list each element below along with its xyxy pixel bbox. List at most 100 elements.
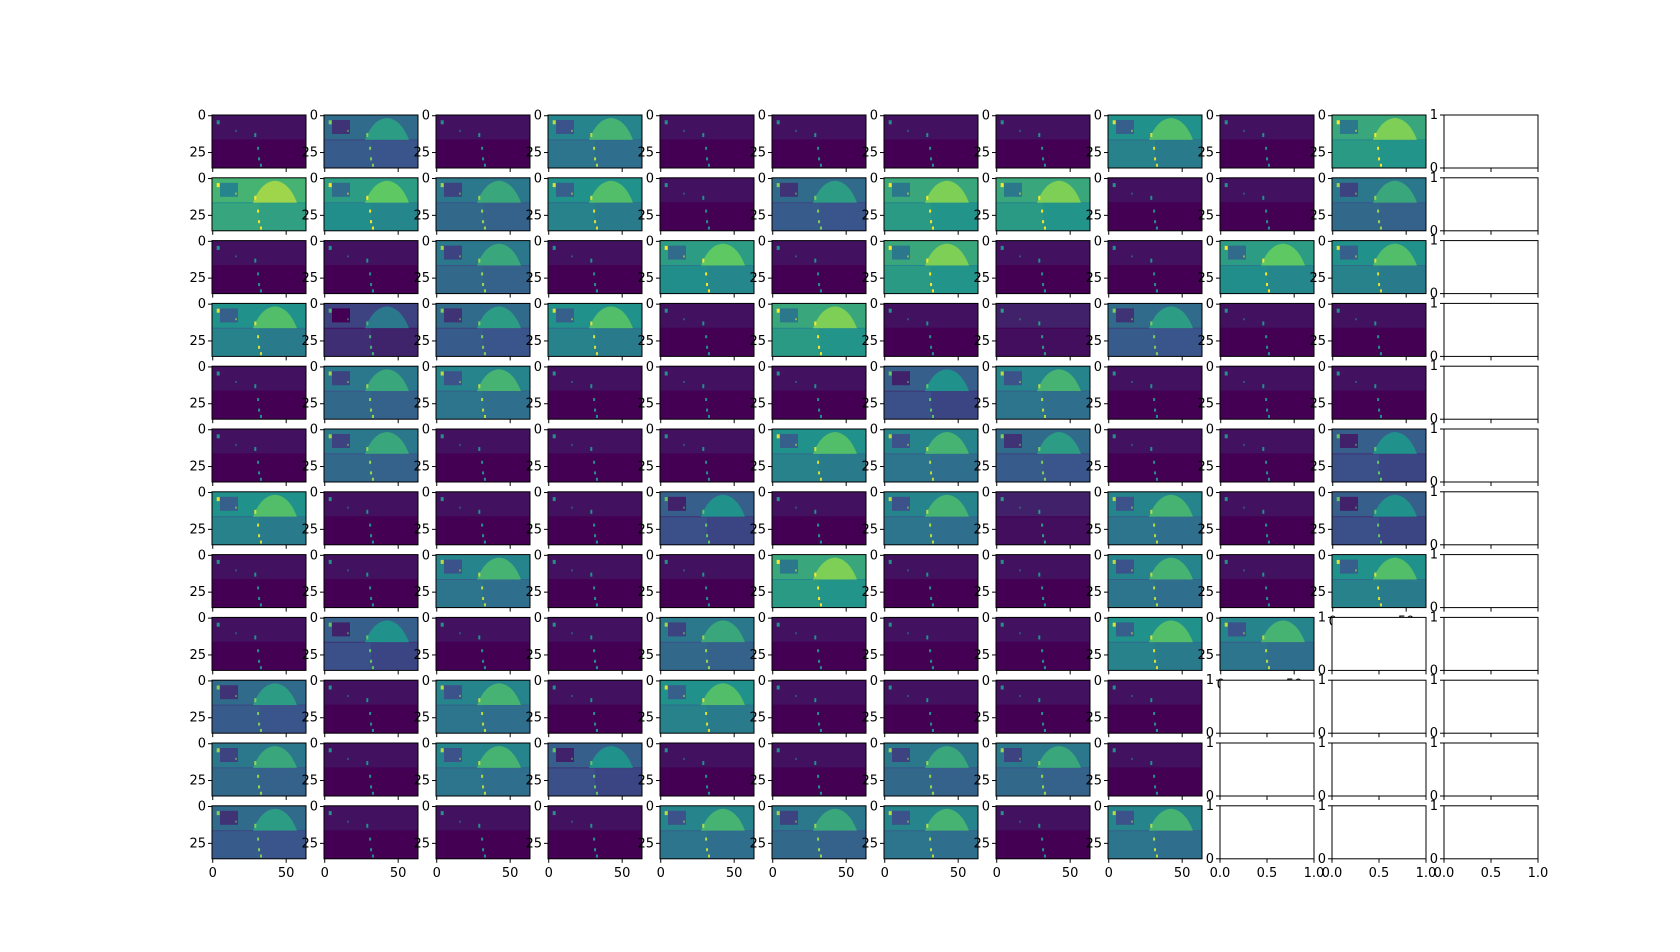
feature-map-speck bbox=[818, 597, 821, 600]
feature-map-speck bbox=[702, 572, 705, 577]
image-axes-frame bbox=[211, 554, 307, 609]
feature-map-speck bbox=[258, 408, 261, 412]
feature-map-speck bbox=[888, 308, 892, 313]
feature-map-image bbox=[1332, 177, 1426, 231]
feature-map-speck bbox=[1379, 477, 1382, 481]
feature-map-speck bbox=[1043, 791, 1046, 795]
feature-map-image bbox=[548, 491, 642, 545]
subplot-r5-c3: 025 bbox=[525, 423, 643, 486]
feature-map-lower-right bbox=[1379, 579, 1426, 608]
feature-map-speck bbox=[440, 245, 444, 250]
subplot-r7-c0: 025 bbox=[189, 548, 307, 612]
feature-map-speck bbox=[1043, 854, 1046, 858]
feature-map-speck bbox=[259, 477, 262, 481]
feature-map-lower-band bbox=[548, 391, 642, 420]
subplot-r2-c9: 025 bbox=[1197, 234, 1315, 298]
y-tick-label: 0 bbox=[646, 172, 654, 187]
feature-map-lower-right bbox=[1155, 830, 1202, 859]
feature-map-image bbox=[660, 429, 754, 482]
feature-map-image bbox=[212, 177, 306, 231]
feature-map-speck bbox=[483, 163, 486, 167]
y-tick-label: 0 bbox=[982, 109, 990, 124]
feature-map-speck bbox=[347, 569, 349, 572]
feature-map-speck bbox=[1378, 283, 1381, 286]
feature-map-image bbox=[1220, 115, 1314, 168]
feature-map-speck bbox=[1131, 632, 1133, 635]
subplot-r0-c6: 025 bbox=[861, 109, 979, 172]
feature-map-image bbox=[772, 805, 866, 859]
feature-map-speck bbox=[347, 255, 349, 258]
feature-map-speck bbox=[370, 722, 373, 726]
feature-map-speck bbox=[664, 120, 668, 125]
feature-map-dark-patch bbox=[332, 622, 350, 637]
feature-map-speck bbox=[254, 133, 257, 138]
feature-map-speck bbox=[705, 649, 708, 653]
feature-map-speck bbox=[366, 509, 369, 514]
feature-map-lower-band bbox=[324, 830, 418, 859]
feature-map-lower-right bbox=[371, 391, 418, 420]
feature-map-arch bbox=[700, 494, 745, 517]
feature-map-speck bbox=[795, 192, 797, 195]
feature-map-arch bbox=[1372, 494, 1417, 517]
feature-map-lower-right bbox=[1155, 579, 1202, 608]
feature-map-speck bbox=[818, 283, 821, 286]
feature-map-dark-patch bbox=[444, 182, 462, 197]
feature-map-dark-patch bbox=[1004, 434, 1022, 448]
y-tick-label: 25 bbox=[1085, 397, 1102, 412]
subplot-r8-c2: 025 bbox=[413, 611, 531, 675]
feature-map-lower-band bbox=[772, 642, 866, 671]
feature-map-image bbox=[324, 303, 418, 357]
feature-map-lower-band bbox=[548, 830, 642, 859]
feature-map-speck bbox=[1038, 635, 1041, 640]
y-tick-label: 0 bbox=[422, 611, 430, 626]
feature-map-speck bbox=[258, 659, 261, 663]
feature-map-lower-right bbox=[259, 328, 306, 357]
feature-map-speck bbox=[1019, 255, 1021, 258]
feature-map-lower-right bbox=[819, 453, 866, 482]
feature-map-speck bbox=[1155, 477, 1158, 481]
feature-map-speck bbox=[235, 255, 237, 258]
feature-map-speck bbox=[459, 443, 461, 446]
feature-map-image bbox=[1220, 366, 1314, 420]
image-axes-frame bbox=[1219, 491, 1315, 546]
feature-map-speck bbox=[440, 559, 444, 564]
y-tick-label: 0 bbox=[422, 674, 430, 689]
x-tick-label: 1.0 bbox=[1416, 866, 1437, 881]
feature-map-speck bbox=[795, 632, 797, 635]
y-tick-label: 1 bbox=[1318, 610, 1326, 625]
feature-map-speck bbox=[1377, 335, 1380, 339]
feature-map-speck bbox=[1153, 523, 1156, 527]
feature-map-dark-patch bbox=[556, 748, 574, 762]
y-tick-label: 0 bbox=[422, 423, 430, 438]
subplot-r1-c5: 025 bbox=[749, 172, 867, 235]
feature-map-speck bbox=[664, 748, 668, 753]
y-tick-label: 0 bbox=[982, 172, 990, 187]
feature-map-speck bbox=[478, 384, 481, 389]
feature-map-dark-patch bbox=[1116, 120, 1134, 134]
feature-map-speck bbox=[888, 748, 892, 753]
subplot-r0-c10: 025 bbox=[1309, 109, 1427, 172]
subplot-r2-c5: 025 bbox=[749, 234, 867, 298]
y-tick-label: 0 bbox=[1094, 486, 1102, 501]
feature-map-image bbox=[324, 617, 418, 671]
y-tick-label: 25 bbox=[1197, 397, 1214, 412]
y-tick-label: 25 bbox=[301, 397, 318, 412]
feature-map-speck bbox=[929, 523, 932, 527]
feature-map-speck bbox=[1154, 534, 1157, 538]
y-tick-label: 25 bbox=[1085, 208, 1102, 223]
feature-map-speck bbox=[1154, 471, 1157, 475]
feature-map-image bbox=[548, 366, 642, 420]
feature-map-lower-band bbox=[660, 139, 754, 168]
feature-map-speck bbox=[1243, 129, 1245, 132]
feature-map-speck bbox=[478, 698, 481, 703]
feature-map-speck bbox=[552, 183, 556, 188]
feature-map-lower-band bbox=[324, 705, 418, 734]
subplot-r1-c9: 025 bbox=[1197, 172, 1315, 235]
image-axes-frame bbox=[1107, 114, 1203, 169]
y-tick-label: 0 bbox=[534, 423, 542, 438]
feature-map-lower-band bbox=[996, 579, 1090, 608]
